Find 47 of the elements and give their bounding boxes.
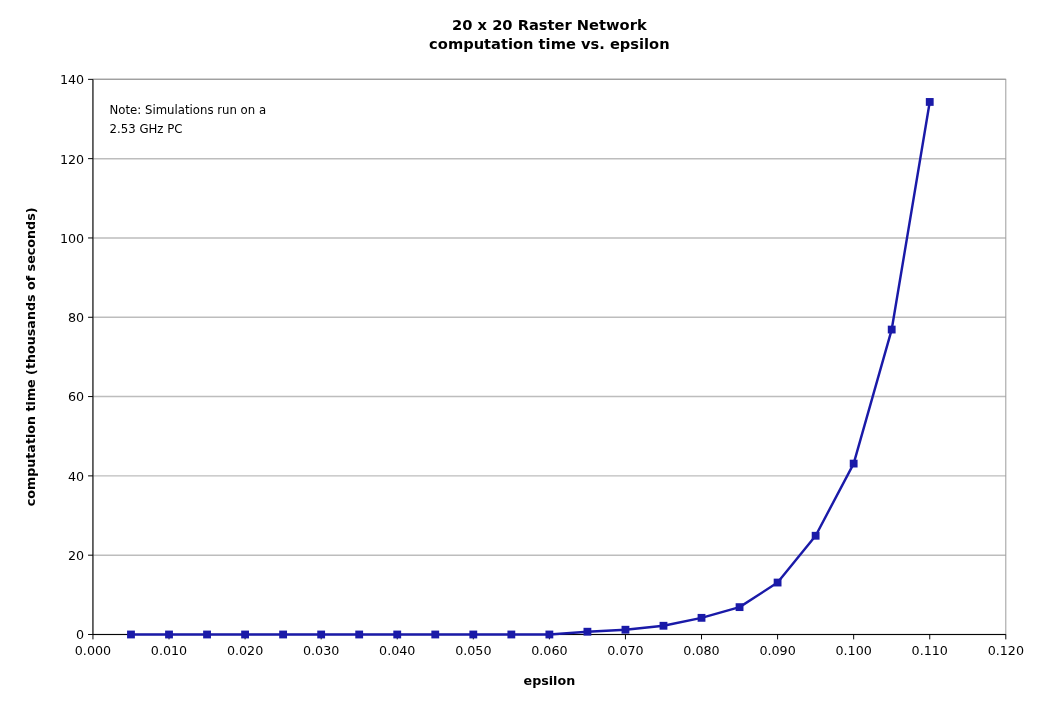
point — [887, 325, 896, 334]
x-tick-label: 0.060 — [531, 643, 568, 659]
x-tick-label: 0.110 — [911, 643, 948, 659]
point — [545, 630, 554, 639]
x-tick-label: 0.020 — [226, 643, 264, 659]
point — [165, 630, 173, 639]
y-tick-label: 0 — [76, 627, 85, 643]
x-tick-label: 0.070 — [607, 643, 644, 659]
point — [355, 630, 364, 639]
annotation: Note: Simulations run on a 2.53 GHz PC — [109, 102, 267, 137]
x-tick-label: 0.030 — [303, 643, 340, 659]
point — [697, 613, 706, 622]
point — [583, 627, 592, 636]
y-tick-label: 80 — [67, 310, 85, 326]
point — [203, 630, 211, 639]
chart-title: 20 x 20 Raster Network computation time vs. epsilon — [429, 15, 670, 53]
point — [241, 630, 249, 639]
x-tick-label: 0.000 — [74, 643, 112, 659]
point — [507, 630, 516, 639]
point — [925, 98, 934, 106]
point — [849, 459, 858, 468]
point — [469, 630, 478, 639]
y-tick-label: 60 — [67, 389, 85, 405]
point — [811, 531, 820, 540]
point — [773, 578, 782, 587]
y-axis-title: computation time (thousands of seconds) — [23, 207, 39, 507]
point — [621, 625, 630, 634]
point — [279, 630, 288, 639]
x-tick-label: 0.010 — [150, 643, 188, 659]
y-tick-label: 20 — [67, 548, 85, 564]
y-tick-label: 120 — [59, 151, 85, 167]
point — [431, 630, 440, 639]
y-tick-label: 140 — [59, 72, 85, 88]
x-tick-label: 0.100 — [835, 643, 872, 659]
y-tick-label: 100 — [59, 230, 85, 246]
point — [735, 603, 744, 612]
point — [659, 621, 668, 630]
point — [317, 630, 326, 639]
x-tick-label: 0.050 — [455, 643, 492, 659]
point — [393, 630, 402, 639]
x-tick-label: 0.090 — [759, 643, 796, 659]
x-axis-title: epsilon — [523, 673, 576, 689]
x-tick-label: 0.040 — [379, 643, 416, 659]
y-tick-label: 40 — [67, 468, 85, 484]
x-tick-label: 0.080 — [683, 643, 720, 659]
point — [127, 630, 135, 639]
x-tick-label: 0.120 — [987, 643, 1024, 659]
